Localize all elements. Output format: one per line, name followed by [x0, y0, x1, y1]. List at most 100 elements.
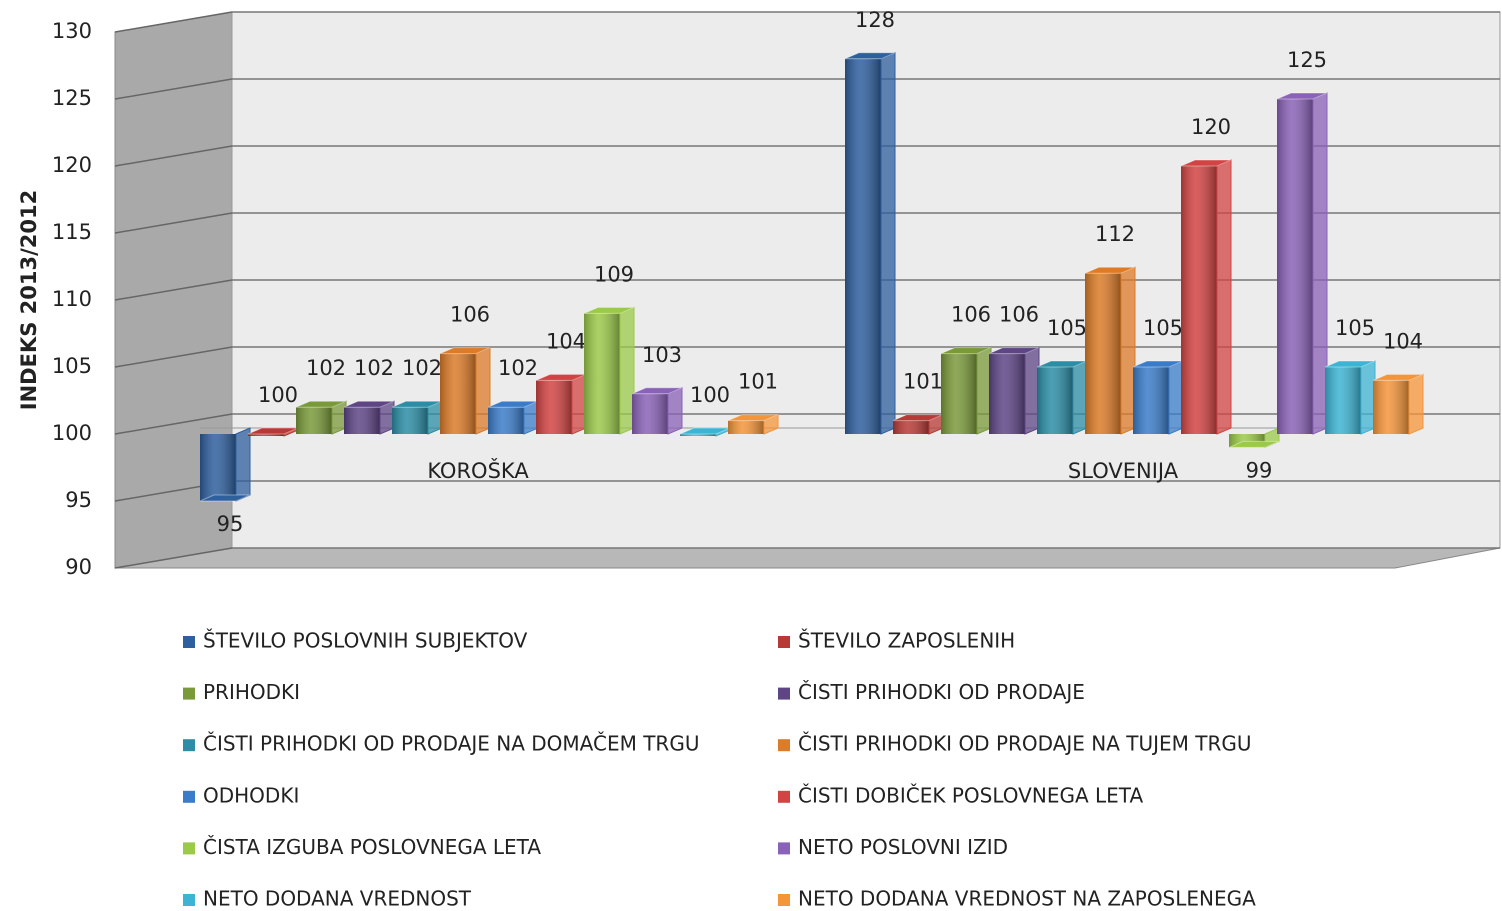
grid-line — [114, 346, 233, 368]
bar-top — [631, 387, 683, 395]
bar-side — [976, 346, 992, 435]
y-axis-label: INDEKS 2013/2012 — [17, 190, 41, 410]
bar — [583, 306, 635, 435]
bar-side — [880, 52, 896, 435]
data-label: 112 — [1095, 222, 1135, 246]
bar-top — [583, 306, 635, 314]
legend-label: ŠTEVILO POSLOVNIH SUBJEKTOV — [203, 629, 528, 653]
bar-side — [619, 306, 635, 435]
bar — [1228, 427, 1280, 449]
bar-top — [1276, 92, 1328, 100]
bar-top — [988, 347, 1040, 355]
bar-shade — [1085, 273, 1121, 434]
bar — [1036, 360, 1088, 435]
x-tick-label: SLOVENIJA — [1068, 459, 1179, 483]
data-label: 105 — [1047, 316, 1087, 340]
data-label: 128 — [855, 8, 895, 32]
legend-swatch — [183, 687, 195, 700]
bar — [727, 413, 779, 435]
legend-label: PRIHODKI — [203, 680, 300, 704]
bar-shade — [248, 434, 284, 436]
bar-shade — [728, 420, 764, 434]
legend-label: NETO DODANA VREDNOST NA ZAPOSLENEGA — [798, 887, 1256, 911]
bar — [844, 52, 896, 435]
bar-shade — [344, 407, 380, 434]
bar-side — [1120, 266, 1136, 435]
bar-shade — [989, 353, 1025, 434]
bar — [1084, 266, 1136, 435]
floor — [114, 547, 1501, 569]
bar — [391, 400, 443, 435]
data-label: 95 — [217, 512, 244, 536]
bar — [535, 373, 587, 435]
legend-label: ŠTEVILO ZAPOSLENIH — [798, 629, 1015, 653]
bar-top — [940, 347, 992, 355]
grid-line — [114, 145, 233, 167]
data-label: 101 — [903, 370, 943, 394]
grid-line — [114, 11, 233, 33]
legend-label: ČISTI PRIHODKI OD PRODAJE NA DOMAČEM TRG… — [203, 732, 699, 756]
bar-shade — [488, 407, 524, 434]
bar-top — [1180, 159, 1232, 167]
bar-side — [1168, 360, 1184, 435]
bar-side — [1408, 373, 1424, 435]
grid-line — [114, 547, 233, 569]
bar-top — [1228, 440, 1280, 448]
bar-shade — [632, 393, 668, 434]
bar-top — [439, 347, 491, 355]
y-tick-label: 130 — [52, 19, 92, 43]
y-tick-label: 105 — [52, 354, 92, 378]
bar-shade — [1373, 380, 1409, 434]
grid-line — [114, 78, 233, 100]
data-label: 99 — [1246, 458, 1273, 482]
legend-swatch — [778, 790, 790, 803]
y-tick-label: 95 — [65, 488, 92, 512]
y-tick-label: 115 — [52, 220, 92, 244]
bar-shade — [893, 420, 929, 434]
legend-label: ČISTI DOBIČEK POSLOVNEGA LETA — [798, 783, 1143, 807]
bar — [1132, 360, 1184, 435]
data-label: 102 — [306, 356, 346, 380]
data-label: 105 — [1335, 316, 1375, 340]
bar-side — [667, 387, 683, 435]
y-tick-label: 120 — [52, 153, 92, 177]
bar — [1180, 159, 1232, 435]
legend-label: ODHODKI — [203, 783, 299, 807]
bar-side — [1312, 92, 1328, 435]
bar-shade — [941, 353, 977, 434]
legend-swatch — [183, 790, 195, 803]
data-label: 102 — [498, 356, 538, 380]
bar-top — [727, 414, 779, 422]
y-tick-label: 110 — [52, 287, 92, 311]
y-tick-label: 90 — [65, 555, 92, 579]
legend-swatch — [183, 739, 195, 752]
bar-shade — [536, 380, 572, 434]
bar — [487, 400, 539, 435]
data-label: 104 — [1383, 329, 1423, 353]
legend-label: ČISTI PRIHODKI OD PRODAJE — [798, 680, 1085, 704]
legend-swatch — [778, 739, 790, 752]
bar — [940, 346, 992, 435]
legend-label: ČISTA IZGUBA POSLOVNEGA LETA — [203, 835, 541, 859]
bar-shade — [440, 353, 476, 434]
y-tick-label: 100 — [52, 421, 92, 445]
bar-shade — [1037, 367, 1073, 434]
bar-top — [844, 52, 896, 60]
legend-swatch — [778, 636, 790, 648]
bar — [1372, 373, 1424, 435]
bar-top — [1084, 266, 1136, 274]
bar — [199, 427, 251, 502]
data-label: 103 — [642, 343, 682, 367]
bar — [631, 387, 683, 435]
bar-side — [1216, 159, 1232, 435]
grid-line — [114, 212, 233, 234]
bar-shade — [1181, 166, 1217, 434]
bar-shade — [1277, 99, 1313, 434]
data-label: 105 — [1143, 316, 1183, 340]
bar-shade — [200, 434, 236, 501]
legend-label: ČISTI PRIHODKI OD PRODAJE NA TUJEM TRGU — [798, 732, 1252, 756]
bar-side — [1360, 360, 1376, 435]
legend-label: NETO DODANA VREDNOST — [203, 887, 472, 911]
bar — [988, 346, 1040, 435]
data-label: 109 — [594, 262, 634, 286]
